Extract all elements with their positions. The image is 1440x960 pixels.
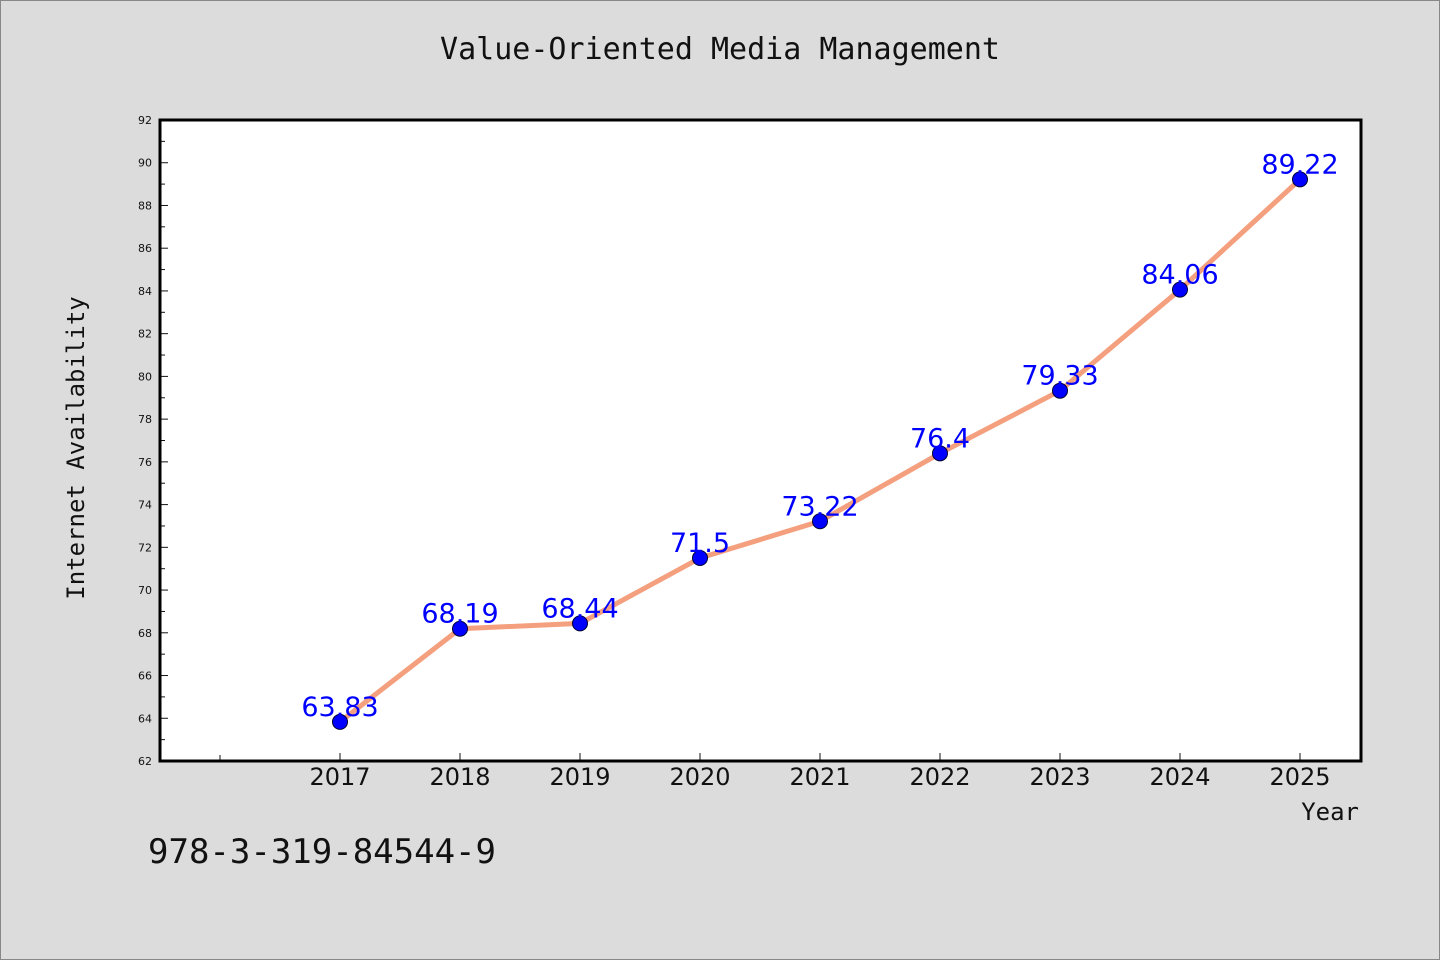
x-tick-label: 2022: [909, 763, 970, 791]
data-point: [1172, 281, 1188, 298]
y-tick-label: 62: [138, 755, 152, 768]
y-tick-label: 90: [138, 157, 152, 170]
y-tick-label: 74: [138, 499, 152, 512]
y-tick-label: 68: [138, 627, 152, 640]
x-tick-label: 2024: [1149, 763, 1210, 791]
plot-background: [160, 120, 1361, 761]
y-tick-label: 84: [138, 285, 152, 298]
x-tick-label: 2018: [429, 763, 490, 791]
data-point: [332, 713, 348, 730]
data-label: 79.33: [1021, 361, 1098, 392]
y-tick-label: 92: [138, 114, 152, 127]
y-tick-label: 78: [138, 413, 152, 426]
plot-border: [158, 118, 1363, 763]
chart-title: Value-Oriented Media Management: [440, 32, 1000, 67]
y-tick-label: 72: [138, 541, 152, 554]
y-tick-label: 76: [138, 456, 152, 469]
y-tick-label: 70: [138, 584, 152, 597]
x-tick-label: 2021: [789, 763, 850, 791]
footer-code: 978-3-319-84544-9: [148, 832, 496, 872]
data-point: [452, 620, 468, 637]
x-tick-label: 2019: [549, 763, 610, 791]
y-tick-label: 82: [138, 328, 152, 341]
data-label: 63.83: [301, 692, 378, 723]
x-tick-label: 2020: [669, 763, 730, 791]
y-tick-label: 80: [138, 370, 152, 383]
x-tick-label: 2025: [1269, 763, 1330, 791]
y-axis-title: Internet Availability: [62, 296, 90, 599]
x-tick-label: 2017: [309, 763, 370, 791]
y-tick-label: 86: [138, 242, 152, 255]
data-point: [572, 615, 588, 632]
data-point: [1292, 171, 1308, 188]
data-label: 71.5: [670, 528, 730, 559]
data-point: [812, 513, 828, 530]
x-tick-label: 2023: [1029, 763, 1090, 791]
y-tick-label: 64: [138, 712, 152, 725]
y-tick-label: 88: [138, 199, 152, 212]
data-point: [932, 445, 948, 462]
data-label: 89.22: [1261, 149, 1338, 180]
x-axis-title: Year: [1301, 798, 1359, 826]
data-point: [1052, 382, 1068, 399]
y-tick-label: 66: [138, 670, 152, 683]
data-label: 68.19: [421, 599, 498, 630]
data-point: [692, 550, 708, 567]
data-label: 76.4: [910, 423, 970, 454]
data-label: 73.22: [781, 491, 858, 522]
data-label: 84.06: [1141, 260, 1218, 291]
data-label: 68.44: [541, 593, 618, 624]
